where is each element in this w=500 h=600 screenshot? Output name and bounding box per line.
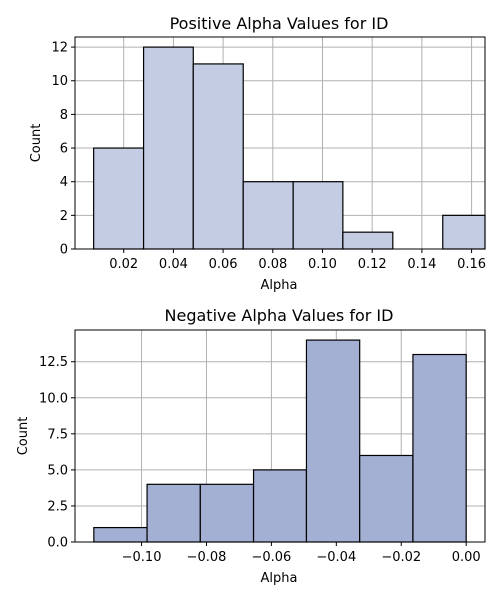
histogram-bar (146, 483, 201, 543)
x-tick-label: 0.00 (452, 550, 481, 565)
y-tick-label: 5.0 (47, 463, 68, 478)
x-tick-label: −0.02 (381, 550, 421, 565)
x-tick-label: 0.14 (407, 257, 436, 272)
x-tick-label: 0.08 (258, 257, 287, 272)
histogram-bar (93, 147, 145, 250)
x-tick-label: 0.02 (109, 257, 138, 272)
y-axis-label: Count (29, 124, 44, 163)
y-tick-label: 10 (51, 74, 68, 89)
x-tick-label: 0.06 (209, 257, 238, 272)
histogram-bar (142, 46, 194, 250)
chart-title: Negative Alpha Values for ID (165, 306, 394, 325)
histogram-bar (252, 469, 308, 543)
x-tick-label: 0.04 (159, 257, 188, 272)
histogram-bar (242, 181, 294, 250)
x-tick-label: 0.10 (308, 257, 337, 272)
x-tick-label: −0.06 (251, 550, 291, 565)
histogram-bar (342, 231, 394, 250)
y-tick-label: 2 (60, 209, 68, 224)
histogram-bar (305, 339, 361, 543)
positive-alpha-histogram: Positive Alpha Values for ID 0.02 0.04 0.0… (29, 14, 486, 293)
x-tick-label: −0.08 (187, 550, 227, 565)
histogram-bar (192, 63, 244, 250)
histogram-bar (412, 353, 467, 543)
histogram-bar (93, 526, 148, 543)
x-tick-label: −0.04 (316, 550, 356, 565)
x-tick-label: −0.10 (122, 550, 162, 565)
histogram-bar (199, 483, 255, 543)
histogram-bar (442, 214, 486, 250)
histogram-bar (359, 454, 414, 543)
x-tick-label: 0.16 (457, 257, 486, 272)
y-tick-label: 4 (60, 175, 68, 190)
y-tick-label: 10.0 (39, 391, 68, 406)
plot-frame (74, 36, 486, 250)
y-tick-label: 8 (60, 108, 68, 123)
x-axis-label: Alpha (261, 571, 298, 586)
y-tick-label: 0.0 (47, 536, 68, 551)
y-tick-label: 12.5 (39, 355, 68, 370)
x-tick-label: 0.12 (358, 257, 387, 272)
negative-alpha-histogram: Negative Alpha Values for ID −0.10 −0.08 −… (16, 306, 486, 586)
y-axis-label: Count (16, 417, 31, 456)
y-tick-label: 2.5 (47, 499, 68, 514)
x-axis-label: Alpha (261, 278, 298, 293)
y-tick-label: 7.5 (47, 427, 68, 442)
y-tick-label: 12 (51, 41, 68, 56)
chart-title: Positive Alpha Values for ID (170, 14, 389, 33)
y-tick-label: 6 (60, 142, 68, 157)
histogram-bar (292, 181, 344, 250)
plot-frame (74, 329, 486, 543)
y-tick-label: 0 (60, 243, 68, 258)
